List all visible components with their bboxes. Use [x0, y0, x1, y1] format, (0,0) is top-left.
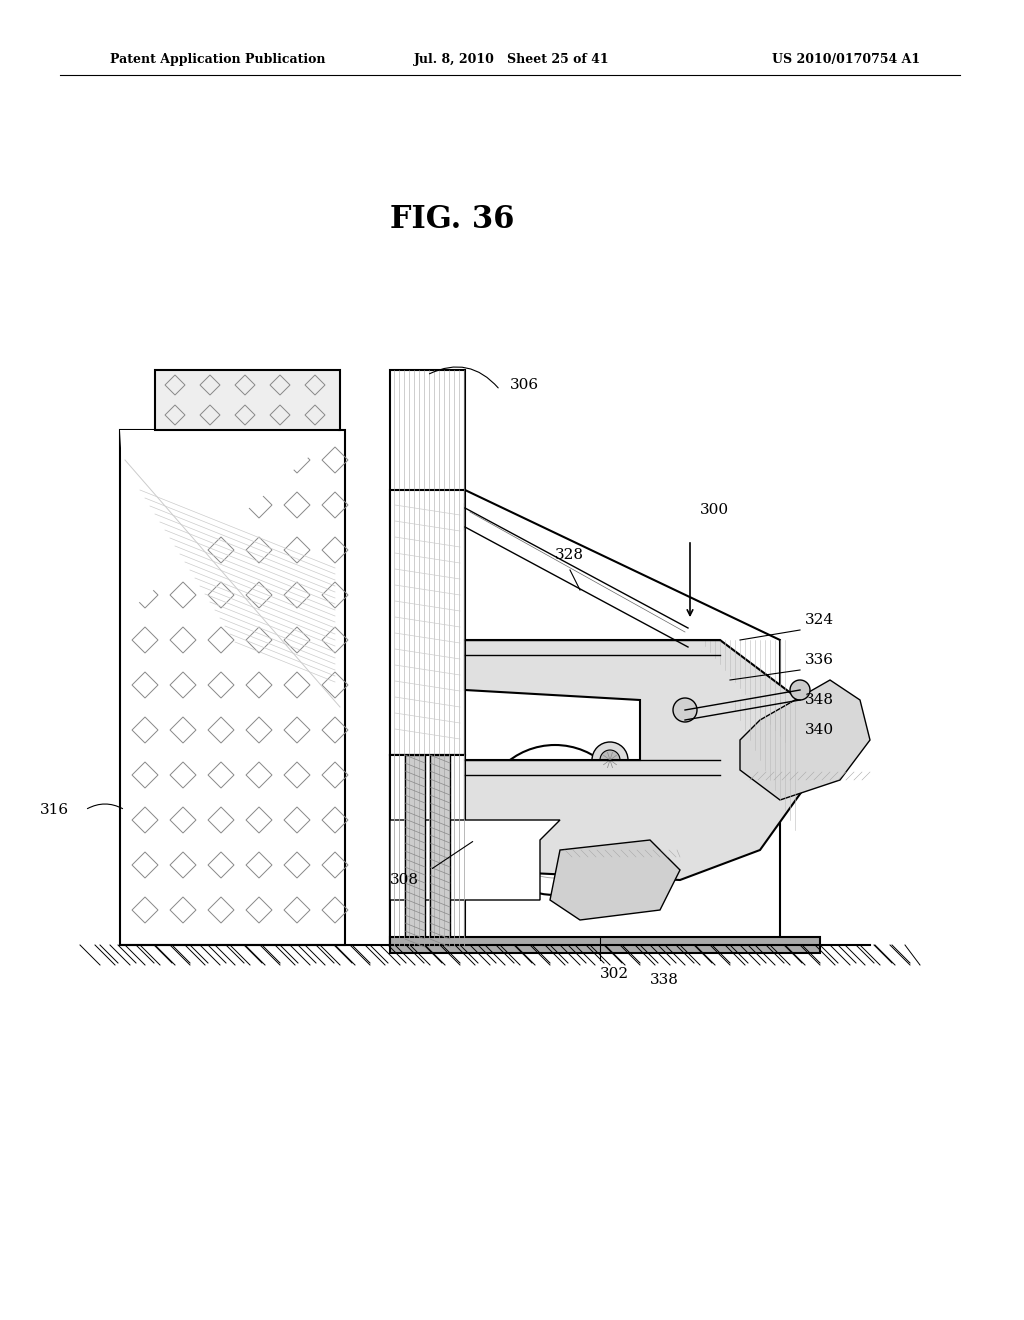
Bar [406, 755, 425, 945]
Bar [390, 937, 820, 953]
Polygon shape [120, 430, 340, 610]
Text: US 2010/0170754 A1: US 2010/0170754 A1 [772, 54, 920, 66]
Bar [390, 755, 465, 945]
Bar [390, 370, 465, 945]
Text: Jul. 8, 2010   Sheet 25 of 41: Jul. 8, 2010 Sheet 25 of 41 [414, 54, 610, 66]
Polygon shape [465, 506, 690, 649]
Text: 336: 336 [805, 653, 834, 667]
Circle shape [673, 698, 697, 722]
Text: 302: 302 [600, 968, 629, 981]
Polygon shape [390, 490, 780, 945]
Bar [120, 430, 345, 945]
Text: 316: 316 [40, 803, 70, 817]
Text: 338: 338 [650, 973, 679, 987]
Polygon shape [390, 820, 560, 900]
Circle shape [790, 680, 810, 700]
Text: 340: 340 [805, 723, 835, 737]
Polygon shape [740, 680, 870, 800]
Text: Patent Application Publication: Patent Application Publication [110, 54, 326, 66]
Bar [390, 490, 465, 755]
Text: 324: 324 [805, 612, 835, 627]
Text: FIG. 36: FIG. 36 [390, 205, 514, 235]
Polygon shape [550, 840, 680, 920]
Bar [430, 755, 450, 945]
Circle shape [600, 750, 620, 770]
Text: 306: 306 [510, 378, 539, 392]
Text: 328: 328 [555, 548, 584, 562]
Text: 300: 300 [700, 503, 729, 517]
Text: 348: 348 [805, 693, 834, 708]
Text: 308: 308 [390, 873, 419, 887]
Bar [155, 370, 340, 430]
Circle shape [592, 742, 628, 777]
Polygon shape [465, 640, 810, 880]
